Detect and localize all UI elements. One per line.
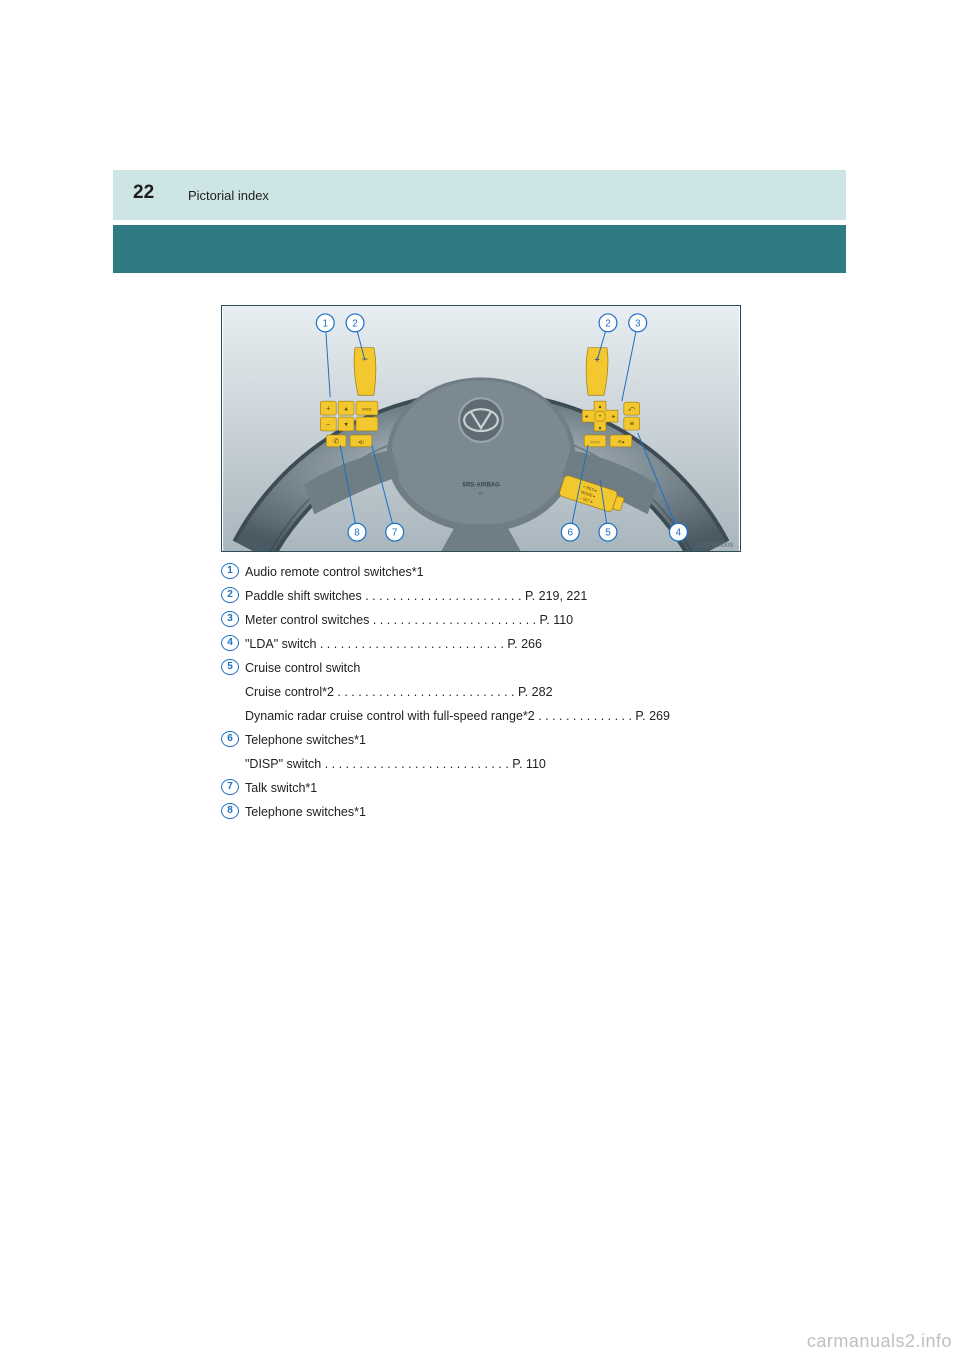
svg-text:≡: ≡ xyxy=(629,419,634,428)
svg-text:⟲◂: ⟲◂ xyxy=(618,439,625,445)
paddle-left: – xyxy=(354,348,376,396)
legend-row: 5 Cruise control switch xyxy=(221,658,781,678)
legend-text: Dynamic radar cruise control with full-s… xyxy=(245,706,670,726)
legend-row: 7 Talk switch*1 xyxy=(221,778,781,798)
legend-number-icon: 3 xyxy=(221,611,239,627)
svg-text:▴: ▴ xyxy=(599,404,602,410)
legend-number-icon: 4 xyxy=(221,635,239,651)
svg-text:5: 5 xyxy=(605,528,611,539)
legend-number-icon: 8 xyxy=(221,803,239,819)
svg-text:◂)): ◂)) xyxy=(358,439,364,445)
svg-text:4: 4 xyxy=(676,528,682,539)
svg-text:▭▭: ▭▭ xyxy=(590,440,600,445)
legend-number-icon: 1 xyxy=(221,563,239,579)
steering-wheel-diagram: SRS·AIRBAG lxr – + + ▴ MODE – ▾ ✆ ◂)) ▴ ▾ ◂ ▸ • ⤺ ≡ ▭… xyxy=(221,305,741,552)
legend-text: Cruise control*2 . . . . . . . . . . . .… xyxy=(245,682,553,702)
svg-text:MODE: MODE xyxy=(362,408,371,412)
legend-row: 4 "LDA" switch . . . . . . . . . . . . . … xyxy=(221,634,781,654)
legend-row: 2 Paddle shift switches . . . . . . . . .… xyxy=(221,586,781,606)
watermark-text: carmanuals2.info xyxy=(807,1331,952,1352)
legend-number-icon: 5 xyxy=(221,659,239,675)
legend-text: Talk switch*1 xyxy=(245,778,317,798)
legend-number-icon: 6 xyxy=(221,731,239,747)
legend-text: Meter control switches . . . . . . . . .… xyxy=(245,610,573,630)
diagram-svg: SRS·AIRBAG lxr – + + ▴ MODE – ▾ ✆ ◂)) ▴ ▾ ◂ ▸ • ⤺ ≡ ▭… xyxy=(221,305,741,552)
legend-text: Cruise control switch xyxy=(245,658,360,678)
legend-text: Paddle shift switches . . . . . . . . . … xyxy=(245,586,587,606)
legend-row: Cruise control*2 . . . . . . . . . . . .… xyxy=(221,682,781,702)
page-number: 22 xyxy=(133,182,154,204)
section-color-band xyxy=(113,225,846,273)
svg-text:3: 3 xyxy=(635,318,641,329)
legend-row: 3 Meter control switches . . . . . . . . … xyxy=(221,610,781,630)
manual-page: 22 Pictorial index xyxy=(113,170,846,1188)
svg-text:▾: ▾ xyxy=(599,426,602,432)
svg-text:◂: ◂ xyxy=(585,414,588,420)
legend-list: 1 Audio remote control switches*1 2 Paddle … xyxy=(221,562,781,826)
svg-text:2: 2 xyxy=(352,318,358,329)
svg-text:+: + xyxy=(326,406,330,413)
svg-text:1: 1 xyxy=(323,318,329,329)
legend-row: 1 Audio remote control switches*1 xyxy=(221,562,781,582)
svg-text:6: 6 xyxy=(568,528,574,539)
svg-text:▴: ▴ xyxy=(344,406,348,413)
legend-row: "DISP" switch . . . . . . . . . . . . . … xyxy=(221,754,781,774)
svg-text:lxr: lxr xyxy=(479,490,484,495)
legend-text: "DISP" switch . . . . . . . . . . . . . … xyxy=(245,754,546,774)
paddle-right: + xyxy=(586,348,608,396)
airbag-label: SRS·AIRBAG xyxy=(462,483,500,489)
svg-text:8: 8 xyxy=(354,528,360,539)
svg-text:•: • xyxy=(599,414,601,420)
section-title: Pictorial index xyxy=(188,188,269,203)
legend-row: Dynamic radar cruise control with full-s… xyxy=(221,706,781,726)
legend-text: Telephone switches*1 xyxy=(245,730,366,750)
legend-number-icon: 2 xyxy=(221,587,239,603)
legend-row: 6 Telephone switches*1 xyxy=(221,730,781,750)
legend-text: Telephone switches*1 xyxy=(245,802,366,822)
svg-text:✆: ✆ xyxy=(333,437,339,445)
legend-text: Audio remote control switches*1 xyxy=(245,562,424,582)
legend-row: 8 Telephone switches*1 xyxy=(221,802,781,822)
svg-text:▾: ▾ xyxy=(344,422,348,429)
svg-text:▸: ▸ xyxy=(612,414,615,420)
svg-text:7: 7 xyxy=(392,528,398,539)
diagram-img-code: CLYPIBX009 xyxy=(695,542,733,549)
legend-text: "LDA" switch . . . . . . . . . . . . . .… xyxy=(245,634,542,654)
svg-text:–: – xyxy=(326,422,330,429)
svg-text:2: 2 xyxy=(605,318,611,329)
svg-text:⤺: ⤺ xyxy=(628,406,636,413)
legend-number-icon: 7 xyxy=(221,779,239,795)
page-header-bar: 22 Pictorial index xyxy=(113,170,846,220)
